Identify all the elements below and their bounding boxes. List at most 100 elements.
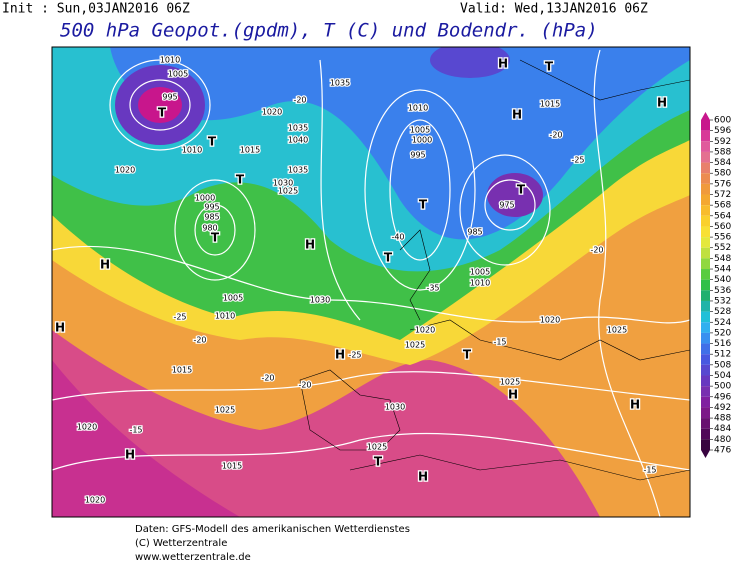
contour-label: 1025	[405, 341, 425, 350]
colorbar-label: 516	[714, 339, 731, 349]
low-core2	[487, 173, 543, 217]
contour-label: 1005	[223, 294, 243, 303]
colorbar-label: 552	[714, 243, 731, 253]
colorbar-label: 576	[714, 179, 731, 189]
pressure-center: T	[236, 173, 245, 187]
pressure-center: H	[498, 57, 508, 71]
pressure-center: T	[374, 455, 383, 469]
contour-label: 1020	[262, 108, 282, 117]
colorbar-band	[701, 183, 710, 195]
colorbar-label: 532	[714, 296, 731, 306]
pressure-center: H	[630, 398, 640, 412]
colorbar-label: 508	[714, 360, 731, 370]
colorbar-label: 596	[714, 126, 731, 136]
footer-line: Daten: GFS-Modell des amerikanischen Wet…	[135, 524, 410, 535]
colorbar-band	[701, 322, 710, 333]
coastlines	[299, 59, 690, 481]
colorbar-band	[701, 215, 710, 227]
contour-label: 995	[162, 93, 177, 102]
colorbar-label: 556	[714, 233, 731, 243]
colorbar-band	[701, 237, 710, 248]
pressure-center: T	[208, 135, 217, 149]
contour-label: -15	[493, 338, 506, 347]
pressure-center: T	[545, 60, 554, 74]
colorbar-band	[701, 162, 710, 174]
contour-label: 1010	[470, 279, 490, 288]
contour-label: 1020	[115, 166, 135, 175]
map-field	[52, 47, 690, 517]
colorbar-label: 584	[714, 158, 731, 168]
pressure-center: H	[418, 470, 428, 484]
contour-label: 1000	[412, 136, 432, 145]
pressure-center: T	[158, 106, 167, 120]
pressure-center: H	[335, 348, 345, 362]
contour-label: 995	[410, 151, 425, 160]
colorbar-band	[701, 300, 710, 312]
colorbar-label: 512	[714, 350, 731, 360]
contour-label: 1015	[222, 462, 242, 471]
colorbar-band	[701, 173, 710, 184]
colorbar-label: 580	[714, 169, 731, 179]
colorbar-band	[701, 141, 710, 152]
contour-label: 985	[467, 228, 482, 237]
colorbar-band	[701, 439, 710, 450]
contour-label: 1035	[288, 166, 308, 175]
contour-label: -20	[590, 246, 603, 255]
contour-label: 1025	[500, 378, 520, 387]
contour-label: -20	[298, 381, 311, 390]
colorbar-label: 600	[714, 116, 731, 126]
colorbar-band	[701, 311, 710, 323]
field-warm	[52, 330, 600, 517]
colorbar-band	[701, 151, 710, 163]
colorbar-band	[701, 247, 710, 259]
contour-label: 1010	[160, 56, 180, 65]
colorbar-label: 524	[714, 318, 731, 328]
contour-label: 1040	[288, 136, 308, 145]
pressure-center: H	[125, 448, 135, 462]
colorbar-band	[701, 396, 710, 408]
contour-label: -25	[173, 313, 186, 322]
colorbar-label: 492	[714, 403, 731, 413]
init-time: Init : Sun,03JAN2016 06Z	[2, 2, 190, 17]
contour-label: -20	[193, 336, 206, 345]
isobars	[52, 49, 690, 517]
colorbar-band	[701, 364, 710, 376]
pressure-center: T	[211, 231, 220, 245]
colorbar-band	[701, 205, 710, 216]
contour-label: 1035	[330, 79, 350, 88]
colorbar-label: 536	[714, 286, 731, 296]
contour-label: 1010	[215, 312, 235, 321]
colorbar-label: 480	[714, 435, 731, 445]
valid-time: Valid: Wed,13JAN2016 06Z	[460, 2, 648, 17]
contour-label: 1000	[195, 194, 215, 203]
contour-label: -20	[549, 131, 562, 140]
contour-label: 1030	[385, 403, 405, 412]
contour-label: 1005	[168, 70, 188, 79]
colorbar-band	[701, 407, 710, 419]
contour-label: -15	[129, 426, 142, 435]
pressure-center: H	[508, 388, 518, 402]
colorbar-label: 544	[714, 265, 731, 275]
low-core3	[430, 47, 510, 78]
colorbar-band	[701, 226, 710, 238]
colorbar-band	[701, 194, 710, 206]
contour-label: 1005	[410, 126, 430, 135]
colorbar-label: 568	[714, 201, 731, 211]
colorbar-label: 520	[714, 328, 731, 338]
pressure-center: H	[55, 321, 65, 335]
colorbar-band	[701, 332, 710, 344]
contour-label: -25	[571, 156, 584, 165]
pressure-center: H	[657, 96, 667, 110]
colorbar-band	[701, 343, 710, 355]
colorbar-label: 496	[714, 392, 731, 402]
colorbar-label: 564	[714, 211, 731, 221]
colorbar-label: 560	[714, 222, 731, 232]
contour-label: -15	[643, 466, 656, 475]
colorbar-band	[701, 120, 710, 131]
contour-label: 1025	[607, 326, 627, 335]
contour-label: 1030	[310, 296, 330, 305]
contour-label: 1005	[470, 268, 490, 277]
contour-label: 1015	[172, 366, 192, 375]
contour-label: 1025	[215, 406, 235, 415]
colorbar-band	[701, 279, 710, 291]
